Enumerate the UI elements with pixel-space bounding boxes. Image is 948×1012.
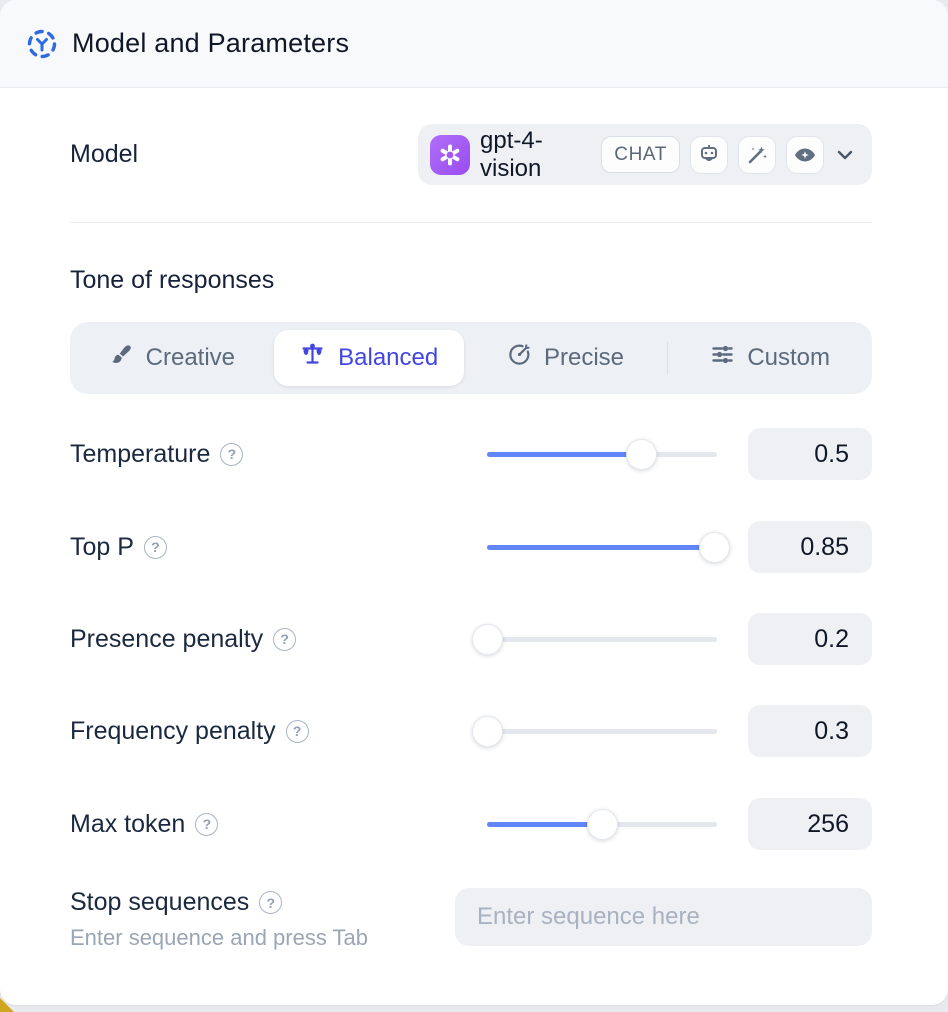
help-icon[interactable]: ? — [259, 891, 283, 914]
help-icon[interactable]: ? — [220, 442, 244, 466]
frequency-penalty-slider[interactable] — [472, 701, 717, 761]
tone-divider — [667, 341, 669, 375]
tone-option-label: Custom — [747, 344, 831, 371]
top-p-label: Top P — [70, 532, 134, 561]
stop-sequences-hint: Enter sequence and press Tab — [70, 925, 369, 950]
tone-option-creative[interactable]: Creative — [70, 322, 274, 394]
tone-option-label: Creative — [145, 344, 236, 371]
help-icon[interactable]: ? — [143, 535, 167, 559]
stop-sequence-input[interactable] — [455, 888, 872, 946]
selected-model-name: gpt-4-vision — [480, 126, 543, 182]
model-label: Model — [70, 140, 139, 168]
chevron-down-icon[interactable] — [834, 144, 856, 166]
help-icon[interactable]: ? — [273, 627, 297, 651]
param-row-temperature: Temperature ? 0.5 — [70, 424, 872, 484]
tone-option-custom[interactable]: Custom — [668, 322, 872, 394]
temperature-value[interactable]: 0.5 — [748, 428, 872, 480]
paintbrush-icon — [109, 342, 134, 374]
presence-penalty-value[interactable]: 0.2 — [748, 613, 872, 665]
top-p-slider[interactable] — [487, 517, 730, 577]
slider-thumb[interactable] — [699, 532, 730, 563]
balance-scale-icon — [299, 341, 326, 375]
param-row-max-token: Max token ? 256 — [70, 794, 872, 854]
tone-segmented-control: Creative Balanced — [70, 322, 872, 394]
slider-thumb[interactable] — [472, 716, 503, 747]
sliders-icon — [710, 342, 735, 374]
slider-thumb[interactable] — [587, 809, 618, 840]
tone-option-balanced[interactable]: Balanced — [273, 330, 464, 386]
param-row-presence-penalty: Presence penalty ? 0.2 — [70, 609, 872, 669]
corner-accent — [0, 998, 14, 1012]
tone-section-label: Tone of responses — [70, 266, 275, 294]
max-token-slider[interactable] — [487, 794, 717, 854]
panel-header: Model and Parameters — [0, 0, 948, 88]
vision-eye-icon — [786, 135, 824, 174]
frequency-penalty-value[interactable]: 0.3 — [748, 705, 872, 757]
temperature-slider[interactable] — [487, 424, 717, 484]
openai-logo — [430, 134, 470, 175]
chat-type-badge: CHAT — [601, 136, 680, 173]
param-row-top-p: Top P ? 0.85 — [70, 517, 872, 577]
help-icon[interactable]: ? — [285, 719, 309, 743]
presence-penalty-slider[interactable] — [472, 609, 717, 669]
model-hub-icon — [24, 26, 60, 62]
panel-title: Model and Parameters — [72, 28, 350, 58]
stop-sequences-label: Stop sequences — [70, 888, 250, 916]
robot-icon — [690, 135, 728, 174]
stop-sequences-labels: Stop sequences ? Enter sequence and pres… — [70, 888, 368, 951]
magic-wand-icon — [738, 135, 776, 174]
temperature-label: Temperature — [70, 439, 211, 468]
tone-option-label: Balanced — [338, 344, 439, 371]
tone-option-label: Precise — [543, 344, 625, 371]
param-row-frequency-penalty: Frequency penalty ? 0.3 — [70, 701, 872, 761]
slider-thumb[interactable] — [472, 624, 503, 655]
presence-penalty-label: Presence penalty — [70, 624, 264, 653]
divider — [70, 222, 872, 223]
frequency-penalty-label: Frequency penalty — [70, 716, 276, 745]
help-icon[interactable]: ? — [195, 812, 219, 836]
target-icon — [507, 342, 532, 374]
top-p-value[interactable]: 0.85 — [748, 521, 872, 573]
tone-option-precise[interactable]: Precise — [464, 322, 668, 394]
max-token-label: Max token — [70, 809, 186, 838]
slider-thumb[interactable] — [626, 439, 657, 470]
max-token-value[interactable]: 256 — [748, 798, 872, 850]
model-select[interactable]: gpt-4-vision CHAT — [418, 124, 872, 185]
